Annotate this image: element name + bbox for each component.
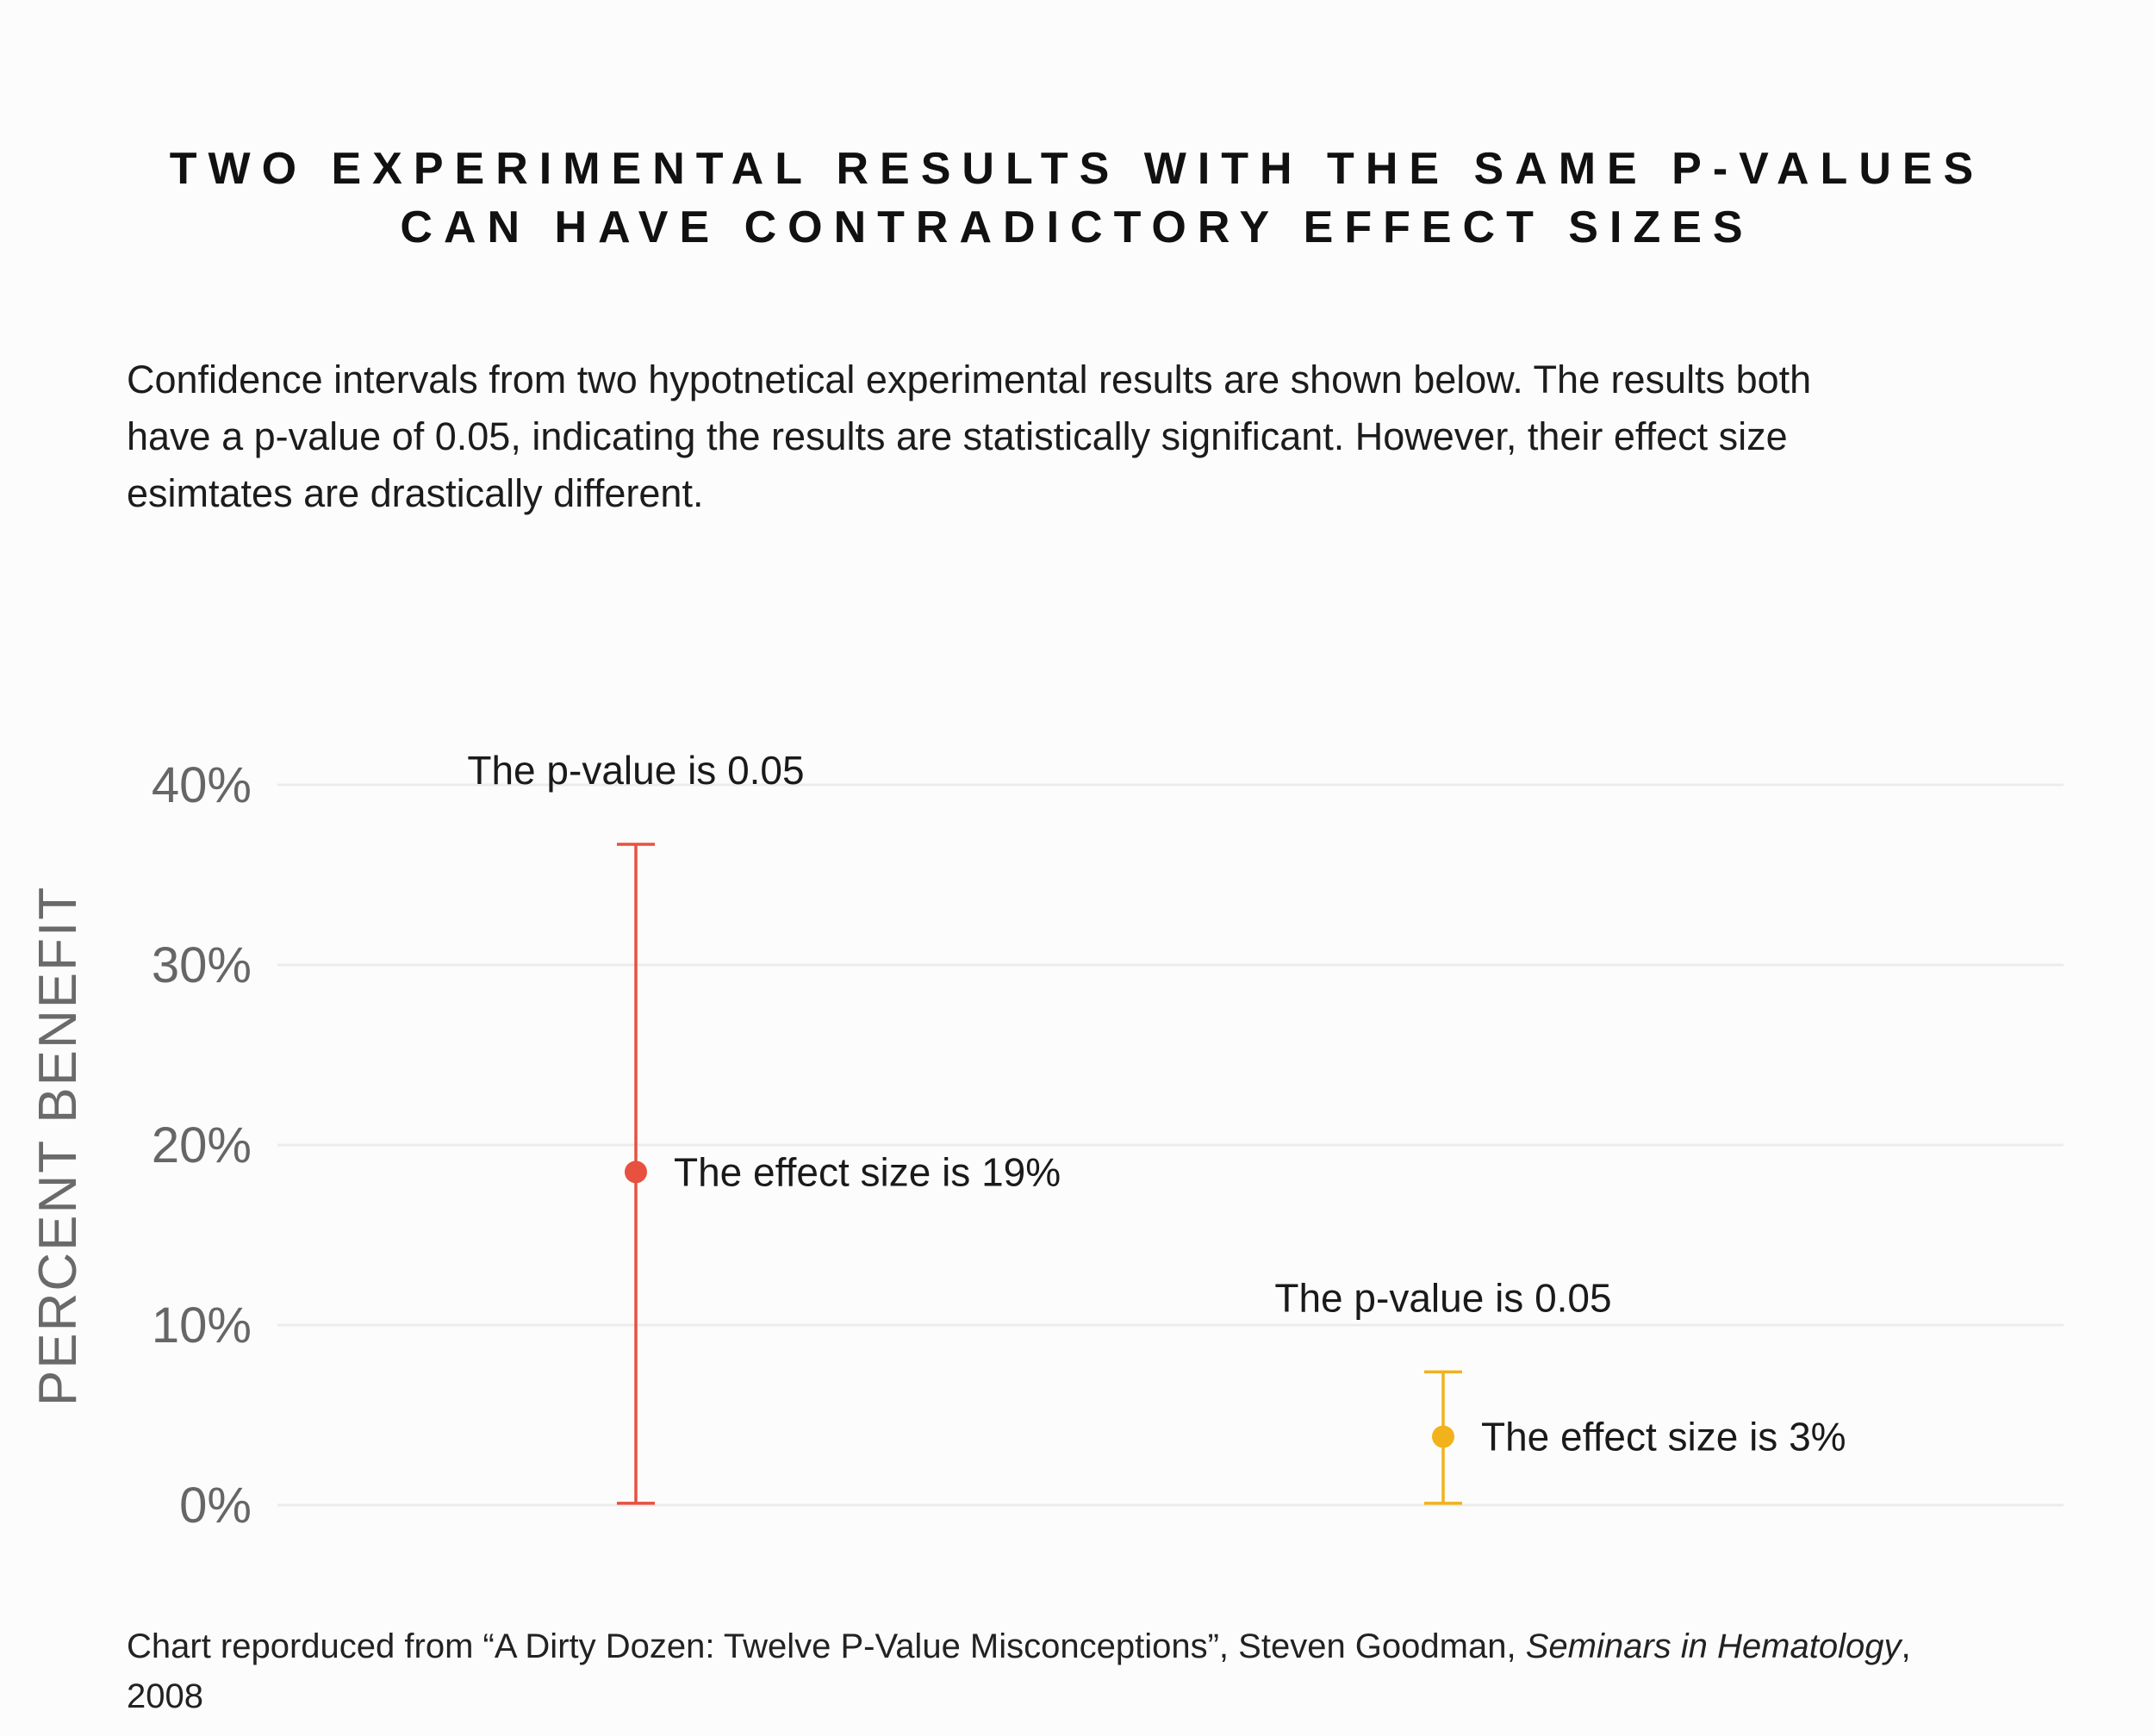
source-year: 2008: [127, 1677, 203, 1715]
description-line-2: have a p-value of 0.05, indicating the r…: [127, 414, 1788, 458]
pvalue-label-1: The p-value is 0.05: [467, 748, 804, 793]
chart-title-line-1: TWO EXPERIMENTAL RESULTS WITH THE SAME P…: [169, 144, 1985, 194]
series-2: The p-value is 0.05 The effect size is 3%: [1274, 1275, 1846, 1505]
y-tick-label-20: 20%: [152, 1117, 252, 1173]
effect-size-label-2: The effect size is 3%: [1481, 1415, 1846, 1459]
y-axis-ticks: 0% 10% 20% 30% 40%: [152, 757, 252, 1534]
y-tick-label-10: 10%: [152, 1297, 252, 1353]
series-group: The p-value is 0.05 The effect size is 19…: [467, 748, 1846, 1505]
source-note: Chart reporduced from “A Dirty Dozen: Tw…: [127, 1621, 2057, 1721]
y-tick-label-0: 0%: [179, 1478, 252, 1534]
source-journal: Seminars in Hematology: [1525, 1627, 1902, 1665]
series-1: The p-value is 0.05 The effect size is 19…: [467, 748, 1061, 1505]
chart-title: TWO EXPERIMENTAL RESULTS WITH THE SAME P…: [0, 140, 2154, 257]
description-line-3: esimtates are drastically different.: [127, 471, 704, 515]
y-tick-label-40: 40%: [152, 757, 252, 813]
source-line-1: Chart reporduced from “A Dirty Dozen: Tw…: [127, 1621, 2057, 1671]
description-line-1: Confidence intervals from two hypotnetic…: [127, 358, 1812, 401]
estimate-point-1: [625, 1160, 647, 1184]
chart-title-line-2: CAN HAVE CONTRADICTORY EFFECT SIZES: [400, 202, 1754, 252]
chart-description: Confidence intervals from two hypotnetic…: [127, 352, 2014, 522]
y-axis-label: PERCENT BENEFIT: [28, 886, 88, 1406]
y-tick-label-30: 30%: [152, 937, 252, 993]
source-prefix: Chart reporduced from “A Dirty Dozen: Tw…: [127, 1627, 1526, 1665]
estimate-point-2: [1432, 1425, 1454, 1448]
effect-size-label-1: The effect size is 19%: [674, 1149, 1061, 1194]
source-suffix: ,: [1901, 1627, 1911, 1665]
pvalue-label-2: The p-value is 0.05: [1274, 1275, 1611, 1320]
gridlines: [277, 783, 2064, 1507]
